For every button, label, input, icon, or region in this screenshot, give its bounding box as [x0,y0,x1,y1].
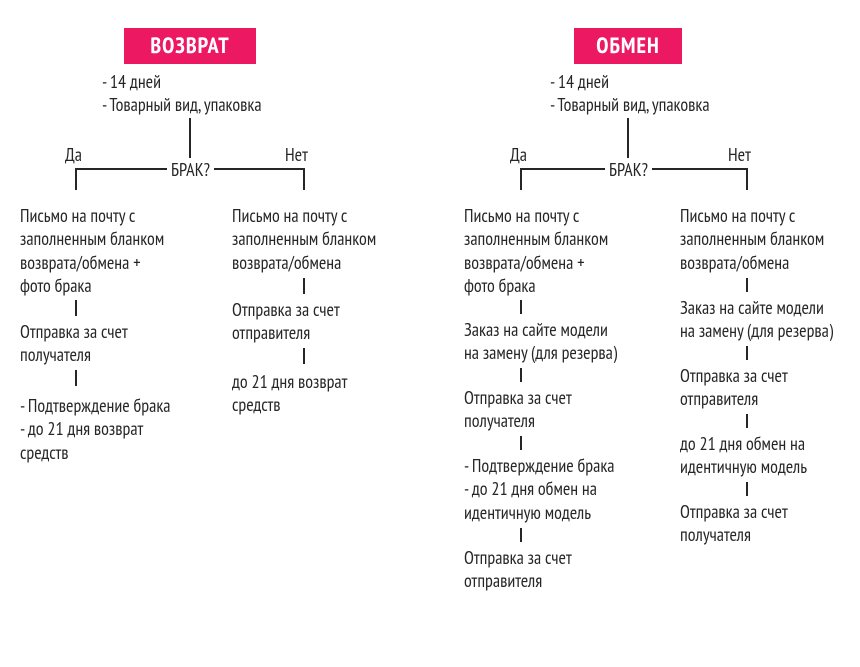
left-header: ВОЗВРАТ [124,28,256,64]
right-yes-step-1: Заказ на сайте модели на замену (для рез… [464,318,617,365]
right-yes-step-3: - Подтверждение брака - до 21 дня обмен … [464,454,615,524]
flowchart-canvas: ВОЗВРАТ ОБМЕН - 14 дней - Товарный вид, … [0,0,860,667]
left-question: БРАК? [167,158,214,181]
left-yes-step-2: - Подтверждение брака - до 21 дня возвра… [20,394,171,464]
left-no-step-0: Письмо на почту с заполненным бланком во… [232,204,376,274]
right-yes-step-0: Письмо на почту с заполненным бланком во… [464,204,608,298]
left-conditions: - 14 дней - Товарный вид, упаковка [102,70,262,117]
right-no-step-4: Отправка за счет получателя [680,500,788,547]
right-header: ОБМЕН [574,28,682,64]
right-question: БРАК? [605,158,652,181]
left-yes-step-0: Письмо на почту с заполненным бланком во… [20,204,164,298]
right-no-label: Нет [728,143,751,166]
right-conditions: - 14 дней - Товарный вид, упаковка [550,70,710,117]
left-yes-label: Да [65,143,82,166]
right-yes-step-2: Отправка за счет получателя [464,386,572,433]
left-yes-step-1: Отправка за счет получателя [20,320,128,367]
right-no-step-0: Письмо на почту с заполненным бланком во… [680,204,824,274]
left-no-label: Нет [285,143,308,166]
right-no-step-2: Отправка за счет отправителя [680,364,788,411]
left-no-step-2: до 21 дня возврат средств [232,370,347,417]
left-no-step-1: Отправка за счет отправителя [232,298,340,345]
right-no-step-3: до 21 дня обмен на идентичную модель [680,432,807,479]
right-yes-step-4: Отправка за счет отправителя [464,546,572,593]
right-yes-label: Да [510,143,527,166]
right-no-step-1: Заказ на сайте модели на замену (для рез… [680,296,833,343]
